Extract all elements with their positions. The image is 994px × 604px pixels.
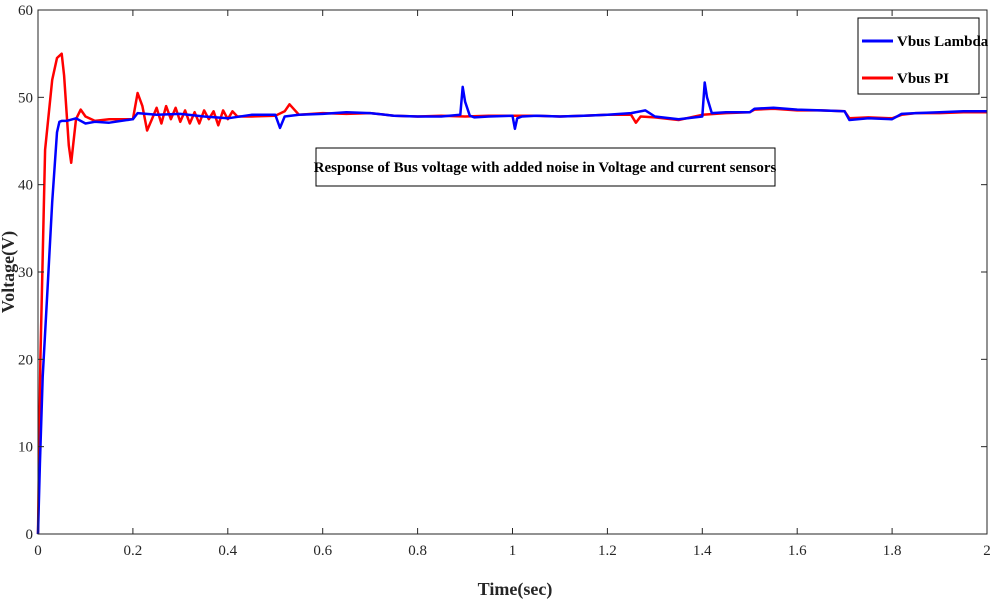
x-tick-label: 0.2 bbox=[124, 543, 143, 559]
x-tick-labels: 0 0.2 0.4 0.6 0.8 1 1.2 1.4 1.6 1.8 2 bbox=[34, 543, 991, 559]
legend-label-vbus-pi: Vbus PI bbox=[897, 71, 949, 87]
legend-label-vbus-lambda: Vbus Lambda bbox=[897, 34, 989, 50]
x-tick-label: 1.6 bbox=[788, 543, 807, 559]
y-tick-label: 50 bbox=[18, 90, 33, 106]
y-axis-label: Voltage(V) bbox=[0, 231, 19, 313]
annotation-text: Response of Bus voltage with added noise… bbox=[314, 160, 777, 176]
x-tick-label: 1.2 bbox=[598, 543, 617, 559]
x-tick-label: 1.8 bbox=[883, 543, 902, 559]
x-axis-label: Time(sec) bbox=[478, 579, 553, 600]
y-tick-label: 0 bbox=[26, 527, 34, 543]
x-tick-label: 0.6 bbox=[313, 543, 332, 559]
y-tick-label: 60 bbox=[18, 3, 33, 19]
ticks-layer bbox=[37, 9, 988, 535]
y-tick-labels: 0 10 20 30 40 50 60 bbox=[18, 3, 33, 543]
y-tick-label: 10 bbox=[18, 440, 33, 456]
annotation-box: Response of Bus voltage with added noise… bbox=[314, 147, 777, 187]
x-tick-label: 0 bbox=[34, 543, 42, 559]
series-line-vbus-lambda bbox=[36, 81, 987, 535]
series-layer bbox=[36, 52, 987, 535]
y-tick-label: 20 bbox=[18, 352, 33, 368]
y-tick-label: 40 bbox=[18, 178, 33, 194]
legend: Vbus Lambda Vbus PI bbox=[857, 17, 989, 95]
x-tick-label: 0.8 bbox=[408, 543, 427, 559]
x-tick-label: 1 bbox=[509, 543, 517, 559]
x-tick-label: 0.4 bbox=[218, 543, 237, 559]
y-tick-label: 30 bbox=[18, 265, 33, 281]
x-tick-label: 1.4 bbox=[693, 543, 712, 559]
x-tick-label: 2 bbox=[983, 543, 991, 559]
